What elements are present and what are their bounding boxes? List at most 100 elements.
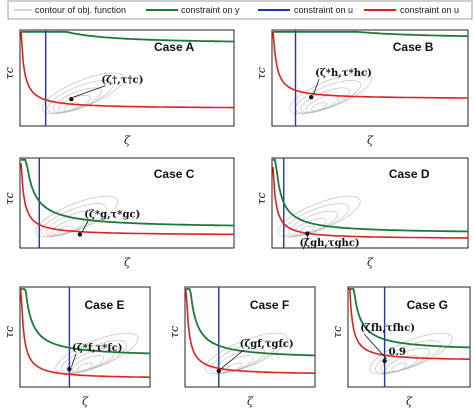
panel-3: (ζ*g,τ*gc) Case C ζ τc	[3, 157, 235, 269]
contour-line	[47, 80, 114, 114]
point-label-secondary: 0.9	[389, 347, 406, 358]
constraint-y-curve	[348, 288, 470, 349]
case-title: Case E	[84, 298, 124, 312]
x-axis-label: ζ	[124, 256, 131, 269]
point-arrow	[363, 333, 387, 360]
constraint-y-curve	[185, 288, 315, 357]
constraint-u-red-curve	[272, 31, 468, 99]
legend: contour of obj. function constraint on y…	[7, 0, 473, 20]
contour-line	[305, 94, 339, 112]
constraint-u-red-curve	[272, 166, 468, 239]
constraint-y-curve	[21, 158, 234, 227]
constraint-u-red-curve	[20, 31, 234, 109]
contour-line	[311, 102, 327, 112]
legend-label-constraint-y: constraint on y	[181, 5, 240, 15]
panel-2: (ζ*h,τ*hc) Case B ζ τc	[255, 29, 469, 147]
y-axis-label: τc	[255, 192, 268, 204]
case-title: Case D	[389, 167, 430, 181]
contour-line	[380, 347, 430, 373]
contour-line	[60, 340, 127, 374]
legend-label-contour: contour of obj. function	[35, 5, 126, 15]
y-axis-label: τc	[3, 192, 16, 204]
point-label: (ζ*g,τ*gc)	[84, 209, 140, 220]
constraint-y-curve	[273, 158, 469, 233]
contour-line	[369, 332, 453, 375]
x-axis-label: ζ	[247, 395, 254, 408]
x-axis-label: ζ	[367, 256, 374, 269]
point-label: (ζgf,τgfc)	[240, 339, 294, 350]
point-arrow	[73, 85, 106, 98]
panel-frame	[19, 157, 235, 249]
optimum-point	[77, 232, 83, 237]
legend-label-constraint-u-blue: constraint on u	[294, 5, 353, 15]
constraint-u-red-curve	[19, 288, 150, 378]
constraint-u-red-curve	[184, 288, 315, 374]
contour-line	[221, 355, 254, 373]
y-axis-label: τc	[168, 326, 181, 338]
panel-6: (ζgf,τgfc) Case F ζ τc	[168, 286, 316, 408]
contour-line	[57, 225, 73, 235]
contour-line	[391, 362, 408, 372]
panel-5: (ζ*f,τ*fc) Case E ζ τc	[3, 286, 151, 408]
constraint-y-curve	[273, 31, 469, 38]
contour-line	[40, 203, 107, 237]
contour-line	[71, 355, 105, 373]
constraint-u-red-curve	[20, 163, 234, 236]
point-label: (ζ*f,τ*fc)	[72, 343, 123, 354]
point-arrow	[303, 231, 310, 250]
panel-7: (ζfh,τfhc) 0.9 Case G ζ τc	[331, 286, 471, 408]
case-title: Case C	[154, 167, 195, 181]
contour-line	[66, 347, 116, 373]
contour-line	[55, 332, 139, 375]
panel-frame	[271, 157, 469, 249]
case-title: Case F	[250, 298, 289, 312]
optimum-point	[382, 358, 387, 364]
case-title: Case G	[407, 298, 448, 312]
x-axis-label: ζ	[82, 395, 89, 408]
panel-frame	[271, 29, 469, 127]
point-arrow	[81, 220, 89, 233]
contour-line	[300, 87, 350, 113]
panel-frame	[19, 286, 151, 388]
panel-frame	[19, 29, 235, 127]
constraint-y-curve	[21, 31, 234, 43]
constraint-y-curve	[20, 288, 150, 355]
contour-line	[77, 362, 93, 372]
y-axis-label: τc	[255, 67, 268, 79]
x-axis-label: ζ	[124, 134, 131, 147]
point-label: (ζfh,τfhc)	[360, 323, 415, 334]
x-axis-label: ζ	[406, 395, 413, 408]
contour-line	[294, 218, 327, 236]
contour-line	[215, 347, 265, 373]
y-axis-label: τc	[3, 67, 16, 79]
point-arrow	[220, 349, 244, 370]
optimum-point	[216, 368, 221, 374]
panel-1: (ζ†,τ†c) Case A ζ τc	[3, 29, 235, 147]
optimum-point	[69, 96, 74, 102]
contour-line	[35, 195, 119, 238]
contour-line	[210, 340, 277, 374]
x-axis-label: ζ	[367, 134, 374, 147]
optimum-point	[67, 366, 72, 372]
y-axis-label: τc	[331, 326, 344, 338]
legend-label-constraint-u-red: constraint on u	[400, 5, 459, 15]
case-title: Case A	[154, 40, 195, 54]
contour-line	[375, 340, 442, 374]
contour-line	[277, 195, 361, 238]
y-axis-label: τc	[3, 326, 16, 338]
contour-line	[289, 72, 373, 115]
panel-frame	[347, 286, 471, 388]
panel-4: (ζgh,τghc) Case D ζ τc	[255, 157, 469, 269]
optimum-point	[309, 95, 314, 100]
point-label: (ζ†,τ†c)	[101, 75, 143, 86]
panel-frame	[184, 286, 316, 388]
point-label: (ζgh,τghc)	[299, 238, 359, 249]
point-label: (ζ*h,τ*hc)	[315, 68, 372, 79]
contour-line	[204, 332, 288, 375]
point-arrow	[312, 78, 320, 96]
constraint-u-red-curve	[348, 288, 470, 360]
point-arrow	[71, 353, 77, 368]
case-title: Case B	[393, 40, 434, 54]
contour-line	[288, 210, 338, 236]
